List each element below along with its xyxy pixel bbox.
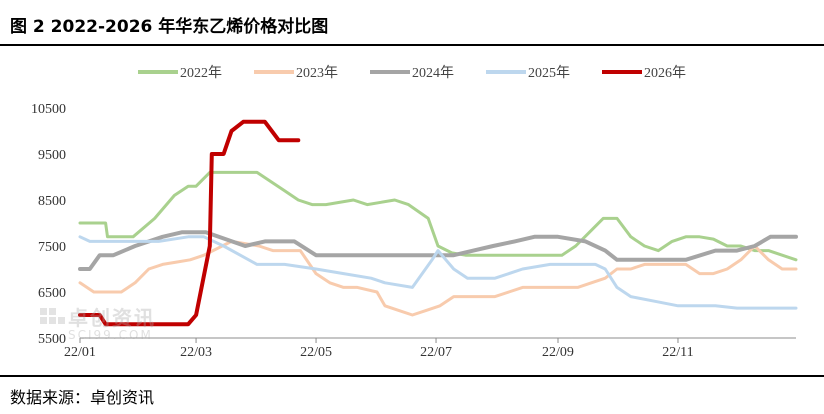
watermark-subtext: SCI99.COM (68, 328, 153, 342)
series-line (78, 235, 798, 310)
watermark-logo: 卓创资讯 SCI99.COM (40, 304, 200, 344)
x-tick-label: 22/09 (542, 345, 574, 360)
y-tick-label: 6500 (38, 286, 66, 301)
watermark-square (49, 308, 56, 315)
top-rule (0, 44, 824, 46)
watermark-square (40, 308, 47, 315)
legend-label: 2026年 (644, 65, 686, 81)
legend-label: 2025年 (528, 65, 570, 81)
line-chart: 2022年 2023年 2024年 2025年 2026年 5500 6500 7500 85… (31, 65, 798, 360)
chart-title: 图 2 2022-2026 年华东乙烯价格对比图 (10, 17, 329, 37)
bottom-rule (0, 375, 824, 377)
y-tick-label: 8500 (38, 194, 66, 209)
legend-label: 2024年 (412, 65, 454, 81)
y-tick-label: 9500 (38, 148, 66, 163)
x-tick-label: 22/03 (180, 345, 212, 360)
watermark-square (40, 317, 47, 324)
legend-label: 2023年 (296, 65, 338, 81)
legend-label: 2022年 (180, 65, 222, 81)
x-axis: 22/01 22/03 22/05 22/07 22/09 22/11 (64, 337, 796, 360)
x-tick-label: 22/05 (300, 345, 332, 360)
watermark-square (49, 317, 56, 324)
y-tick-label: 7500 (38, 240, 66, 255)
watermark-text: 卓创资讯 (68, 306, 156, 330)
y-tick-label: 10500 (31, 102, 66, 117)
x-tick-label: 22/11 (662, 345, 693, 360)
x-tick-label: 22/07 (420, 345, 452, 360)
source-note: 数据来源：卓创资讯 (10, 388, 155, 407)
y-axis: 5500 6500 7500 8500 9500 10500 (31, 102, 66, 347)
series-group (78, 119, 798, 327)
watermark-square (58, 317, 65, 324)
series-line (78, 119, 301, 327)
x-tick-label: 22/01 (64, 345, 96, 360)
series-line (78, 239, 798, 317)
legend: 2022年 2023年 2024年 2025年 2026年 (138, 65, 686, 81)
series-line (78, 170, 798, 262)
title-bar: 图 2 2022-2026 年华东乙烯价格对比图 (0, 0, 824, 44)
y-tick-label: 5500 (38, 332, 66, 347)
